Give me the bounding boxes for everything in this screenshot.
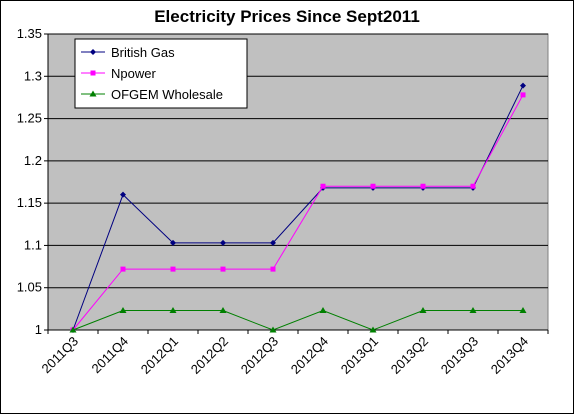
x-tick-label: 2013Q3 <box>438 334 481 377</box>
data-point-square <box>170 266 176 272</box>
chart-title: Electricity Prices Since Sept2011 <box>154 7 420 26</box>
data-point-square <box>220 266 226 272</box>
data-point-triangle <box>219 307 227 314</box>
y-tick-label: 1.1 <box>24 237 42 252</box>
series-npower <box>70 92 526 333</box>
x-axis-ticks: 2011Q3 2011Q4 2012Q1 2012Q2 2012Q3 2012Q4 2013… <box>38 330 549 377</box>
data-point-square <box>270 266 276 272</box>
data-point-triangle <box>89 90 97 97</box>
series-ofgem-wholesale <box>69 307 527 333</box>
data-point-diamond <box>220 239 226 246</box>
y-tick-label: 1.2 <box>24 153 42 168</box>
data-point-square <box>90 70 96 76</box>
data-point-diamond <box>120 191 126 198</box>
legend-label: British Gas <box>111 45 175 60</box>
data-point-square <box>520 92 526 98</box>
x-tick-label: 2013Q2 <box>388 334 431 377</box>
x-tick-label: 2012Q1 <box>138 334 181 377</box>
x-tick-label: 2013Q4 <box>488 334 531 377</box>
data-point-square <box>470 183 476 189</box>
series-line <box>72 85 524 331</box>
x-tick-label: 2013Q1 <box>338 334 381 377</box>
legend-label: Npower <box>111 66 156 81</box>
y-tick-label: 1.35 <box>17 26 42 41</box>
data-point-triangle <box>369 326 377 333</box>
series-line <box>72 94 524 331</box>
y-tick-label: 1.15 <box>17 195 42 210</box>
legend: British Gas Npower OFGEM Wholesale <box>74 38 248 109</box>
data-point-diamond <box>170 239 176 246</box>
y-axis-ticks: 1 1.05 1.1 1.15 1.2 1.25 1.3 1.35 <box>17 26 48 337</box>
legend-label: OFGEM Wholesale <box>111 87 223 102</box>
data-point-triangle <box>69 326 77 333</box>
data-point-triangle <box>169 307 177 314</box>
x-tick-label: 2011Q3 <box>38 334 81 377</box>
data-point-square <box>120 266 126 272</box>
series-lines <box>69 82 527 333</box>
x-tick-label: 2012Q3 <box>238 334 281 377</box>
y-tick-label: 1 <box>35 322 42 337</box>
data-point-triangle <box>519 307 527 314</box>
data-point-triangle <box>469 307 477 314</box>
y-tick-label: 1.3 <box>24 68 42 83</box>
data-point-square <box>420 183 426 189</box>
data-point-triangle <box>269 326 277 333</box>
x-tick-label: 2012Q4 <box>288 334 331 377</box>
x-tick-label: 2012Q2 <box>188 334 231 377</box>
data-point-triangle <box>319 307 327 314</box>
data-point-diamond <box>270 239 276 246</box>
data-point-square <box>370 183 376 189</box>
data-point-diamond <box>90 49 96 55</box>
series-line <box>72 310 523 331</box>
data-point-triangle <box>119 307 127 314</box>
y-tick-label: 1.25 <box>17 111 42 126</box>
data-point-diamond <box>520 82 526 89</box>
x-tick-label: 2011Q4 <box>88 334 131 377</box>
data-point-square <box>320 183 326 189</box>
data-point-triangle <box>419 307 427 314</box>
y-tick-label: 1.05 <box>17 280 42 295</box>
